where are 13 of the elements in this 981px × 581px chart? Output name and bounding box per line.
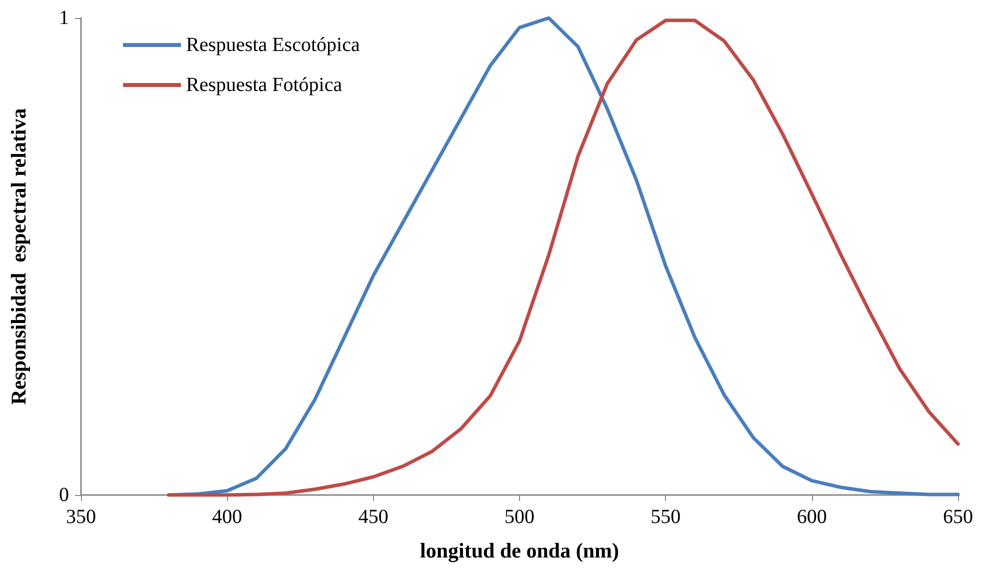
x-tick-label: 450 [358, 506, 388, 528]
legend-label: Respuesta Escotópica [186, 34, 360, 56]
x-tick-label: 350 [66, 506, 96, 528]
x-tick-label: 550 [650, 506, 681, 528]
y-tick-label: 1 [59, 7, 69, 29]
y-axis-title: Responsibidad espectral relativa [6, 108, 30, 405]
x-tick-label: 400 [212, 506, 242, 528]
legend-label: Respuesta Fotópica [186, 74, 342, 96]
y-tick-label: 0 [59, 484, 69, 506]
x-tick-label: 600 [796, 506, 827, 528]
x-tick-label: 500 [504, 506, 534, 528]
x-axis-title: longitud de onda (nm) [420, 538, 619, 562]
x-tick-label: 650 [943, 506, 973, 528]
